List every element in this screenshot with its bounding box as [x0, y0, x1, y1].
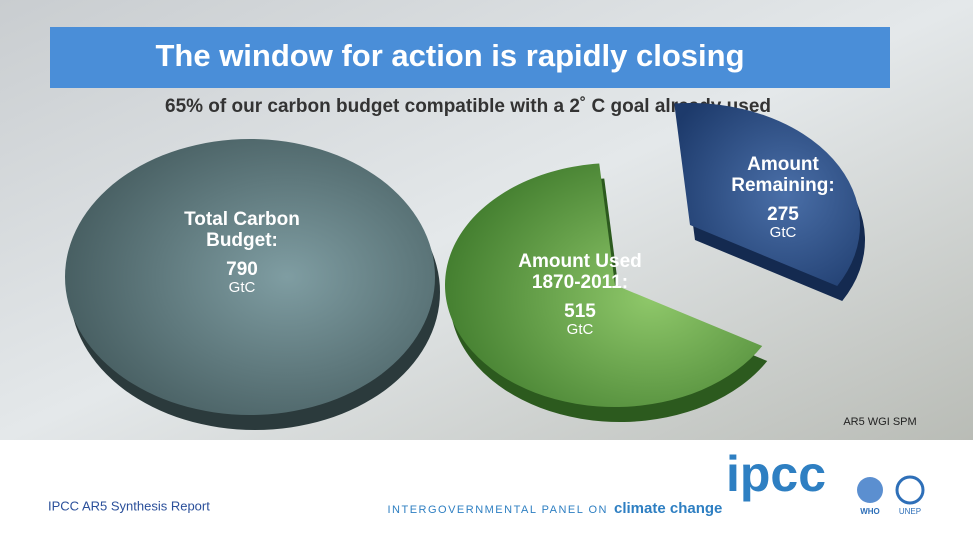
pie-value: 515: [564, 301, 596, 322]
pie-label: Total Carbon: [184, 209, 300, 230]
pie-label: Budget:: [206, 230, 278, 251]
partner: UNEP: [899, 507, 921, 516]
footer-bg: [0, 440, 973, 539]
pie-unit: GtC: [567, 321, 594, 338]
pie-label: Amount Used: [518, 251, 642, 272]
org-name: INTERGOVERNMENTAL PANEL ON: [387, 504, 608, 516]
pie-label: Amount: [747, 154, 819, 175]
partner: WHO: [860, 507, 880, 516]
who-icon: [857, 477, 883, 503]
slide: The window for action is rapidly closing…: [0, 0, 973, 539]
source: AR5 WGI SPM: [843, 416, 916, 428]
pie-unit: GtC: [229, 279, 256, 296]
pie-unit: GtC: [770, 224, 797, 241]
report-name: IPCC AR5 Synthesis Report: [48, 498, 210, 513]
org-emphasis: climate change: [614, 500, 722, 517]
logo: ipcc: [726, 446, 826, 502]
pie-label: Remaining:: [731, 175, 834, 196]
pie-value: 790: [226, 259, 258, 280]
pie-label: 1870-2011:: [532, 272, 628, 293]
pie-value: 275: [767, 204, 799, 225]
title: The window for action is rapidly closing: [155, 38, 744, 73]
